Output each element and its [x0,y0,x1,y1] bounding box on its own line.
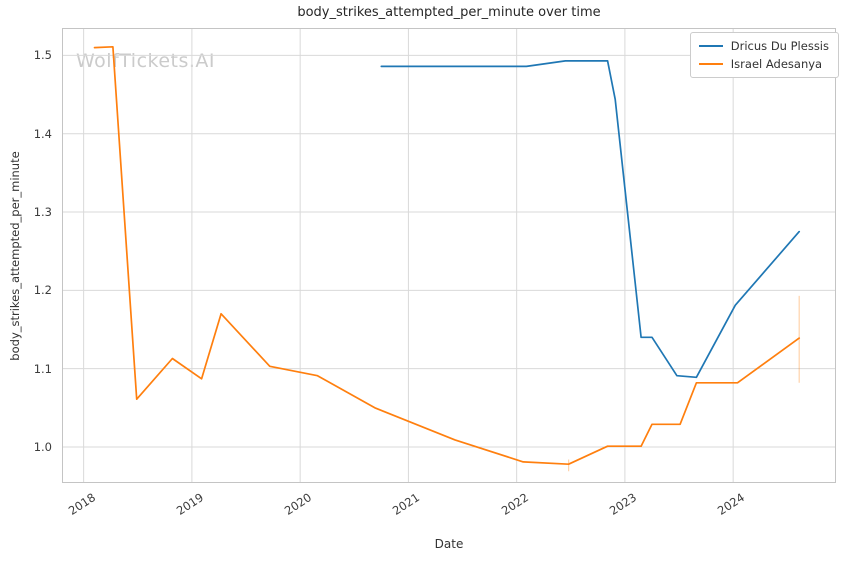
plot-area: Dricus Du Plessis Israel Adesanya [62,28,839,483]
x-tick-label: 2018 [65,490,98,518]
legend-item-dricus-du-plessis: Dricus Du Plessis [698,39,829,53]
y-tick-label: 1.3 [33,205,52,220]
legend-label-israel-adesanya: Israel Adesanya [730,57,823,71]
x-tick-label: 2023 [606,490,639,518]
x-tick-label: 2022 [498,490,531,518]
y-axis-label: body_strikes_attempted_per_minute [8,151,22,361]
y-tick-label: 1.0 [33,439,52,454]
chart-title: body_strikes_attempted_per_minute over t… [297,5,601,20]
y-tick-label: 1.1 [33,361,52,376]
legend-item-israel-adesanya: Israel Adesanya [698,57,829,71]
y-tick-label: 1.4 [33,126,52,141]
x-tick-label: 2019 [173,490,206,518]
plot-border [62,28,836,483]
legend-line-swatch-orange [698,63,723,65]
x-tick-label: 2024 [715,490,748,518]
x-axis-label: Date [434,537,464,551]
y-tick-label: 1.5 [33,48,52,63]
plot-canvas [62,28,836,483]
series-line-dricus-du-plessis [380,60,801,379]
series-line-israel-adesanya [93,45,801,466]
legend: Dricus Du Plessis Israel Adesanya [689,32,839,78]
legend-line-swatch-blue [698,45,723,47]
x-tick-label: 2020 [282,490,315,518]
legend-label-dricus-du-plessis: Dricus Du Plessis [730,39,829,53]
y-tick-label: 1.2 [33,283,52,298]
x-tick-label: 2021 [390,490,423,518]
